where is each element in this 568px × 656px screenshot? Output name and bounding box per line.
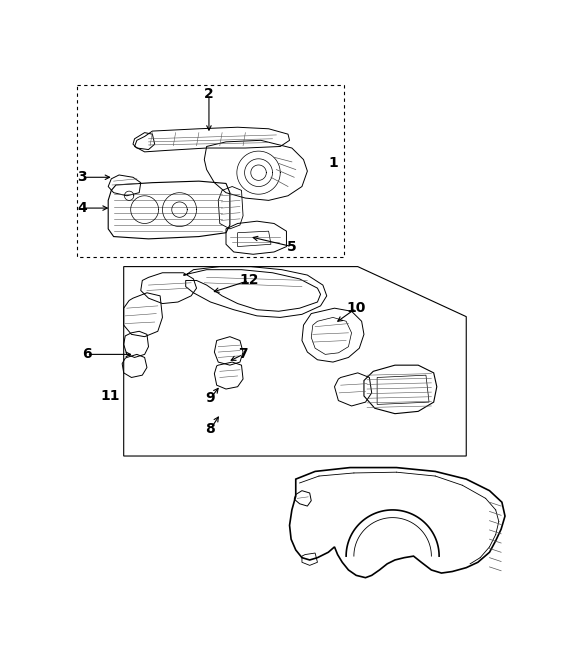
- Bar: [77, 85, 344, 257]
- Text: 2: 2: [204, 87, 214, 101]
- Text: 4: 4: [77, 201, 87, 215]
- Text: 10: 10: [346, 301, 366, 315]
- Text: 9: 9: [206, 391, 215, 405]
- Text: 6: 6: [82, 348, 91, 361]
- Text: 5: 5: [287, 239, 296, 254]
- Text: 12: 12: [240, 274, 259, 287]
- Text: 7: 7: [238, 348, 248, 361]
- Text: 3: 3: [77, 171, 87, 184]
- Text: 1: 1: [328, 156, 338, 171]
- Text: 8: 8: [206, 422, 215, 436]
- Text: 11: 11: [100, 389, 119, 403]
